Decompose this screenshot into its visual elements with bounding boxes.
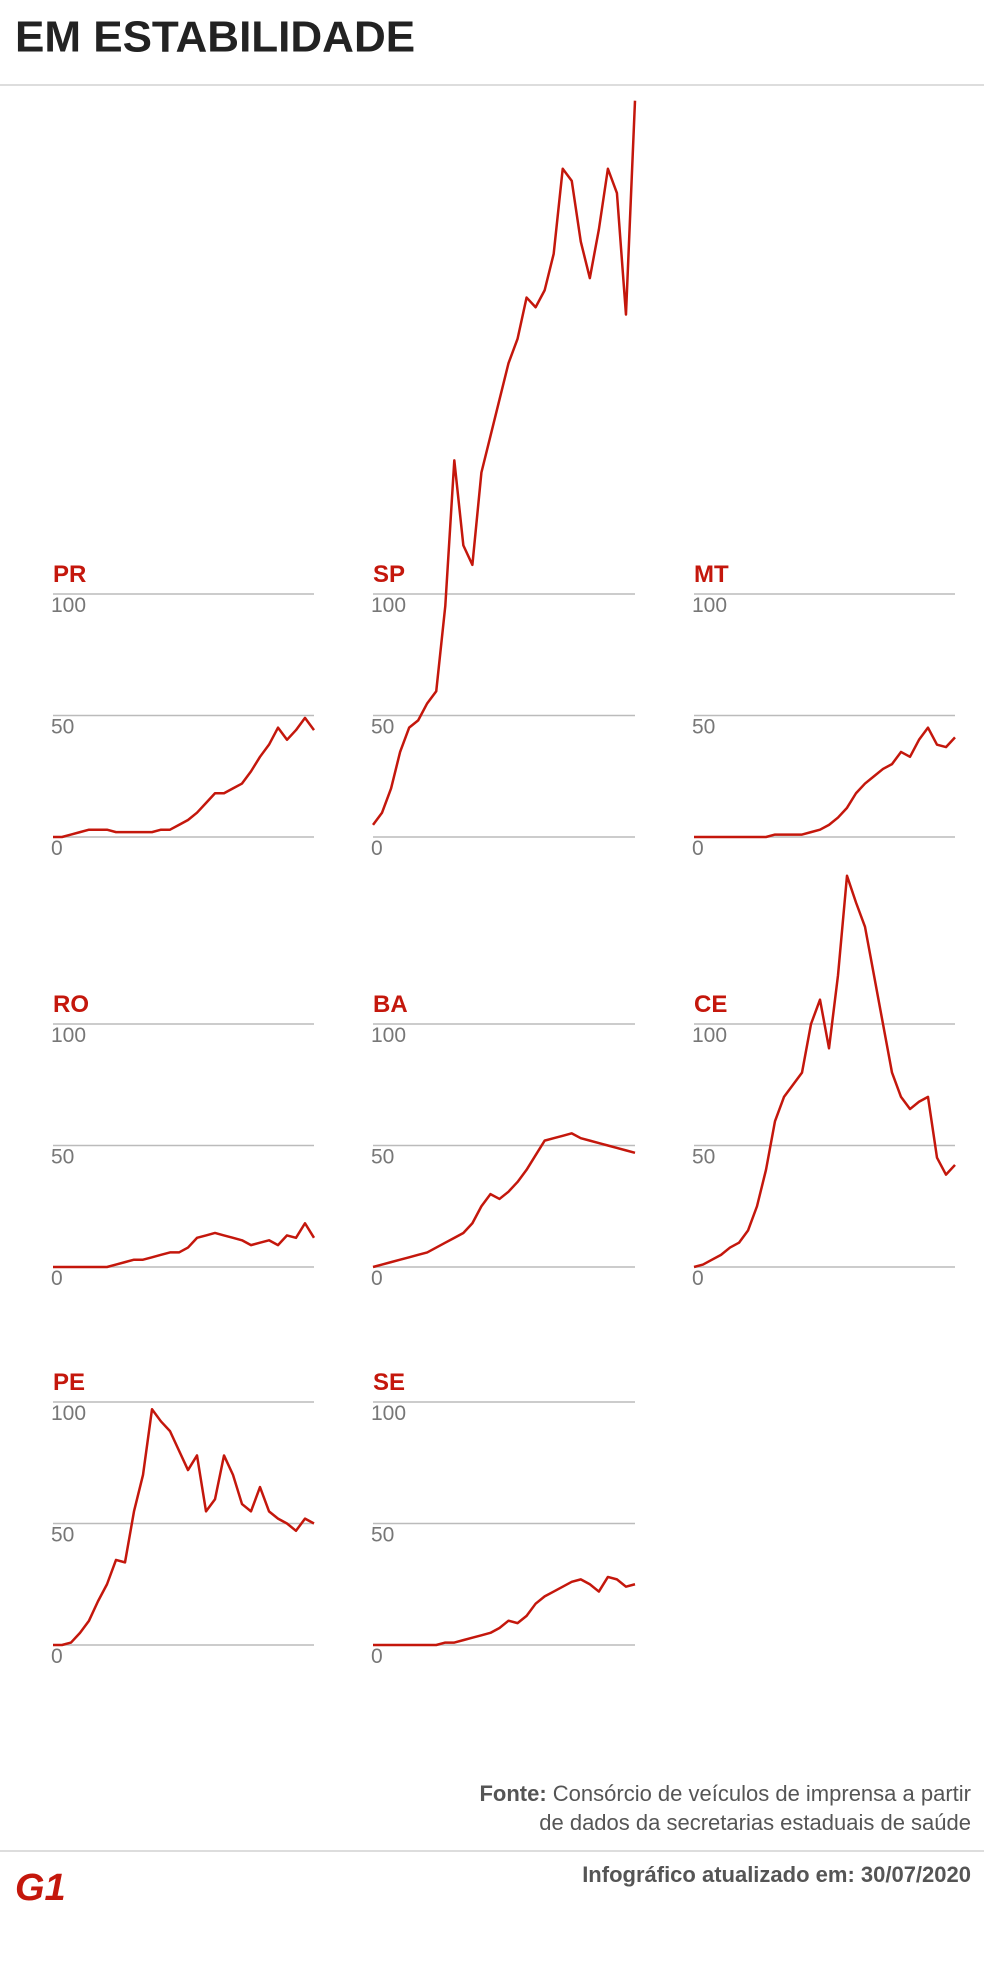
source-line: de dados da secretarias estaduais de saú… bbox=[539, 1810, 971, 1835]
y-tick-label: 50 bbox=[371, 716, 394, 739]
chart-title: MT bbox=[694, 561, 729, 588]
y-tick-label: 100 bbox=[51, 594, 86, 617]
source-label: Fonte: bbox=[479, 1781, 546, 1806]
chart-title: BA bbox=[373, 991, 408, 1018]
y-tick-label: 100 bbox=[371, 1024, 406, 1047]
y-tick-label: 50 bbox=[51, 1146, 74, 1169]
y-tick-label: 100 bbox=[51, 1024, 86, 1047]
y-tick-label: 100 bbox=[371, 594, 406, 617]
line bbox=[373, 1575, 636, 1647]
chart-title: SE bbox=[373, 1369, 405, 1396]
line bbox=[372, 1132, 636, 1269]
chart-title: SP bbox=[373, 561, 405, 588]
y-tick-label: 50 bbox=[692, 1146, 715, 1169]
y-tick-label: 0 bbox=[371, 1645, 383, 1668]
y-tick-label: 100 bbox=[692, 594, 727, 617]
y-tick-label: 100 bbox=[692, 1024, 727, 1047]
y-tick-label: 50 bbox=[692, 716, 715, 739]
y-tick-label: 100 bbox=[51, 1402, 86, 1425]
chart-title: PR bbox=[53, 561, 86, 588]
source-line: Consórcio de veículos de imprensa a part… bbox=[553, 1781, 971, 1806]
y-tick-label: 50 bbox=[51, 716, 74, 739]
line bbox=[694, 726, 956, 839]
line bbox=[53, 1408, 315, 1647]
source: Fonte: Consórcio de veículos de imprensa… bbox=[479, 1781, 971, 1806]
y-tick-label: 0 bbox=[371, 1267, 383, 1290]
chart-title: RO bbox=[53, 991, 89, 1018]
chart-title: PE bbox=[53, 1369, 85, 1396]
logo: G1 bbox=[15, 1867, 66, 1909]
line bbox=[53, 716, 316, 839]
y-tick-label: 100 bbox=[371, 1402, 406, 1425]
y-tick-label: 0 bbox=[51, 1267, 63, 1290]
chart-title: CE bbox=[694, 991, 727, 1018]
y-tick-label: 50 bbox=[371, 1524, 394, 1547]
y-tick-label: 0 bbox=[371, 837, 383, 860]
line bbox=[371, 100, 637, 826]
updated: Infográfico atualizado em: 30/07/2020 bbox=[582, 1862, 971, 1887]
y-tick-label: 0 bbox=[692, 1267, 704, 1290]
y-tick-label: 50 bbox=[371, 1146, 394, 1169]
y-tick-label: 50 bbox=[51, 1524, 74, 1547]
y-tick-label: 0 bbox=[692, 837, 704, 860]
line bbox=[693, 874, 956, 1269]
y-tick-label: 0 bbox=[51, 1645, 63, 1668]
y-tick-label: 0 bbox=[51, 837, 63, 860]
line bbox=[53, 1222, 316, 1269]
title: EM ESTABILIDADE bbox=[15, 13, 415, 62]
